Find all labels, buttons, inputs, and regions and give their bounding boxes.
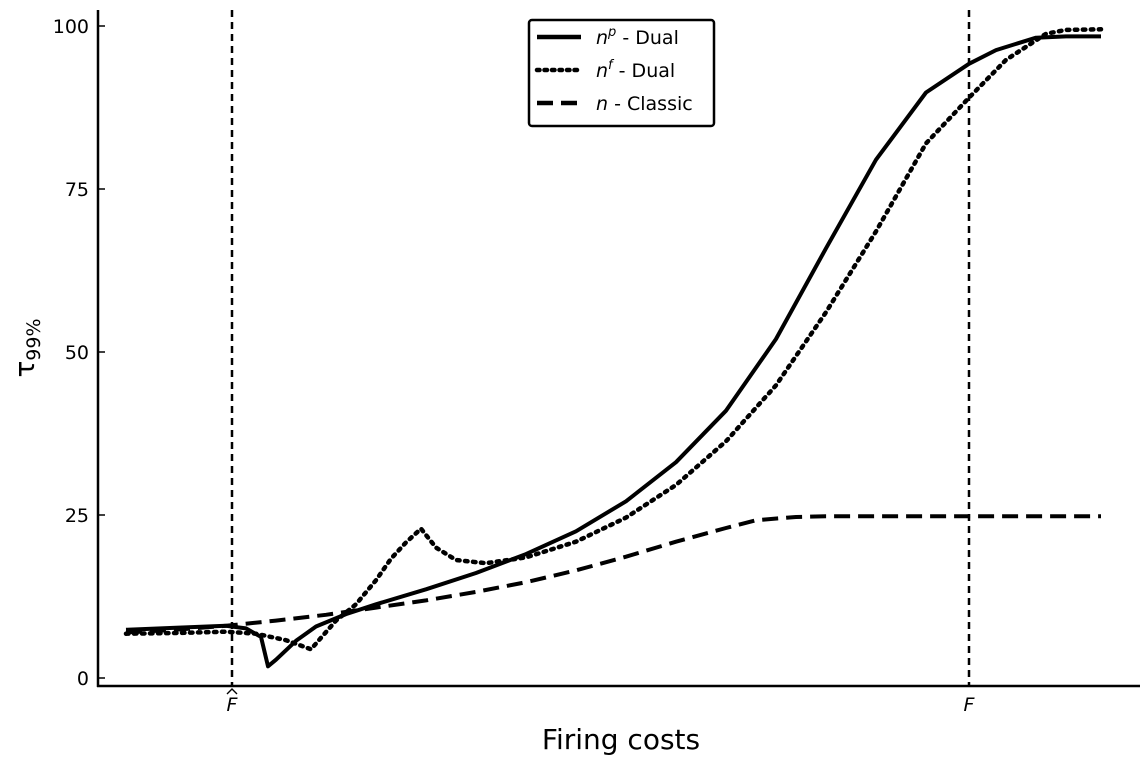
y-tick-label: 50	[65, 342, 89, 364]
y-tick-label: 75	[65, 179, 89, 201]
legend-label: n - Classic	[596, 93, 693, 115]
y-axis-label-subscript: 99%	[23, 318, 45, 360]
series-line-solid	[125, 34, 1101, 669]
legend-label: np - Dual	[596, 25, 679, 49]
legend-label: nf - Dual	[596, 58, 675, 82]
series-line-dashed	[125, 514, 1101, 635]
legend: np - Dual nf - Dual n - Classic	[527, 18, 716, 128]
y-ticks: 0 25 50 75 100	[53, 16, 105, 690]
y-tick-label: 0	[77, 668, 89, 690]
reference-line-label: F	[964, 694, 976, 716]
y-tick-label: 100	[53, 16, 89, 38]
y-tick-label: 25	[65, 505, 89, 527]
y-axis-label: τ99%	[8, 318, 45, 377]
x-axis-label: Firing costs	[542, 723, 700, 756]
y-axis-label-symbol: τ	[8, 361, 41, 378]
reference-line-label: F	[227, 694, 239, 716]
series-layer	[123, 27, 1104, 669]
series-line-dotted	[123, 27, 1104, 652]
axis-labels: Firing costs τ99%	[8, 318, 700, 756]
axes	[96, 10, 1140, 688]
hat-accent	[226, 688, 238, 695]
legend-box	[527, 18, 716, 128]
